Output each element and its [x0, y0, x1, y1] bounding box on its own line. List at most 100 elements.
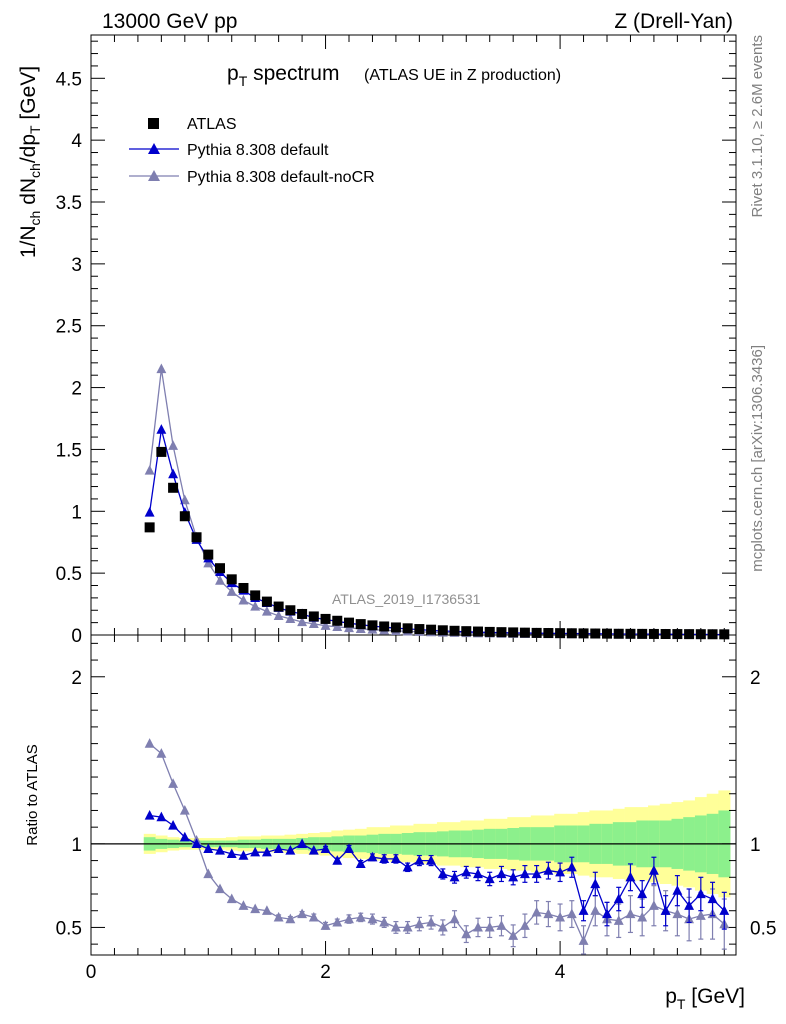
main-point-atlas — [332, 615, 343, 626]
ratio-point-default — [543, 865, 554, 875]
ratio-point-default — [402, 861, 413, 872]
main-point-atlas — [414, 624, 425, 635]
main-point-atlas — [238, 582, 249, 593]
ratio-point-default — [602, 908, 612, 919]
main-point-atlas — [555, 628, 566, 639]
ratio-point-nocr — [261, 905, 272, 915]
main-point-atlas — [426, 624, 437, 635]
ratio-point-nocr — [203, 868, 214, 879]
main-point-atlas — [191, 532, 202, 543]
ratio-point-nocr — [367, 913, 378, 924]
title-p: p — [227, 62, 239, 85]
ratio-point-nocr — [226, 893, 237, 904]
ratio-point-default — [695, 888, 706, 899]
ratio-point-default — [496, 868, 507, 879]
process-label: Z (Drell-Yan) — [614, 10, 733, 33]
xlabel-rest: [GeV] — [685, 985, 745, 1008]
main-point-nocr — [215, 575, 225, 585]
ratio-point-default — [672, 885, 683, 895]
xlabel-sub: T — [677, 996, 686, 1012]
main-point-default — [156, 424, 167, 434]
main-point-atlas — [203, 549, 214, 560]
ratio-ylabel: Ratio to ATLAS — [24, 744, 41, 845]
main-point-atlas — [437, 625, 448, 636]
main-point-atlas — [344, 617, 354, 628]
main-point-nocr — [308, 618, 319, 628]
ratio-point-default — [531, 868, 542, 879]
ratio-point-nocr — [344, 913, 354, 924]
rivet-label: Rivet 3.1.10, ≥ 2.6M events — [749, 35, 766, 218]
ratio-point-default — [238, 850, 249, 860]
main-ytick-label: 3 — [71, 255, 82, 276]
ratio-point-default — [367, 851, 378, 862]
xlabel-p: p — [665, 985, 677, 1008]
main-point-nocr — [332, 621, 343, 631]
ratio-point-default — [414, 855, 425, 865]
ratio-point-nocr — [672, 908, 683, 919]
main-point-atlas — [648, 628, 659, 639]
legend-marker-nocr — [148, 170, 160, 181]
ratio-point-default — [590, 878, 601, 889]
main-point-atlas — [449, 625, 460, 636]
main-point-atlas — [695, 629, 706, 640]
main-point-atlas — [590, 628, 601, 639]
ratio-point-default — [566, 861, 577, 872]
ratio-point-nocr — [332, 916, 343, 927]
ratio-point-nocr — [285, 913, 296, 924]
main-point-atlas — [602, 628, 612, 639]
main-point-nocr — [261, 605, 272, 616]
main-point-default — [144, 507, 155, 517]
ratio-point-default — [203, 843, 214, 854]
main-point-atlas — [390, 622, 401, 633]
main-point-atlas — [308, 611, 319, 622]
ratio-point-default — [449, 871, 460, 882]
legend-label-atlas: ATLAS — [187, 116, 237, 133]
main-point-atlas — [144, 522, 155, 533]
ratio-point-nocr — [437, 921, 448, 932]
main-point-atlas — [250, 590, 261, 601]
legend-label-default: Pythia 8.308 default — [187, 142, 329, 159]
ratio-ytick-label: 2 — [71, 668, 82, 689]
ratio-point-default — [332, 855, 343, 865]
main-point-nocr — [168, 440, 179, 450]
main-point-atlas — [473, 626, 483, 637]
main-series — [144, 363, 730, 640]
main-point-atlas — [660, 629, 671, 640]
ratio-point-default — [355, 858, 366, 869]
ratio-point-default — [261, 846, 272, 857]
ratio-xtick-label: 4 — [555, 962, 566, 983]
main-point-atlas — [261, 596, 272, 607]
title-rest: spectrum — [247, 62, 339, 85]
ratio-ytick-label-right: 1 — [750, 835, 761, 856]
ratio-point-nocr — [426, 916, 437, 927]
ratio-point-nocr — [168, 778, 179, 788]
ratio-point-nocr — [390, 921, 401, 932]
ratio-point-default — [285, 845, 296, 855]
ratio-point-default — [297, 838, 308, 849]
ratio-point-nocr — [308, 911, 319, 922]
main-point-atlas — [179, 511, 190, 522]
main-point-default — [168, 468, 179, 479]
ratio-point-default — [473, 868, 483, 879]
main-ytick-label: 3.5 — [56, 193, 82, 214]
legend-marker-atlas — [148, 118, 159, 129]
main-point-atlas — [226, 574, 237, 585]
ratio-point-default — [390, 853, 401, 864]
main-ytick-label: 2.5 — [56, 317, 82, 338]
ratio-point-nocr — [215, 883, 225, 894]
main-point-atlas — [379, 621, 390, 632]
ratio-point-nocr — [473, 921, 483, 932]
ratio-point-default — [613, 893, 624, 904]
ratio-point-nocr — [508, 930, 519, 940]
ratio-point-default — [379, 853, 390, 864]
ratio-point-nocr — [578, 935, 589, 945]
ratio-xtick-label: 2 — [320, 962, 331, 983]
ratio-point-nocr — [543, 908, 554, 919]
main-point-atlas — [297, 608, 308, 619]
main-point-nocr — [297, 616, 308, 627]
main-point-nocr — [250, 601, 261, 611]
main-point-nocr — [144, 464, 155, 475]
ratio-point-default — [144, 809, 155, 820]
legend-marker-default — [148, 143, 160, 154]
ratio-ytick-label: 1 — [71, 835, 82, 856]
